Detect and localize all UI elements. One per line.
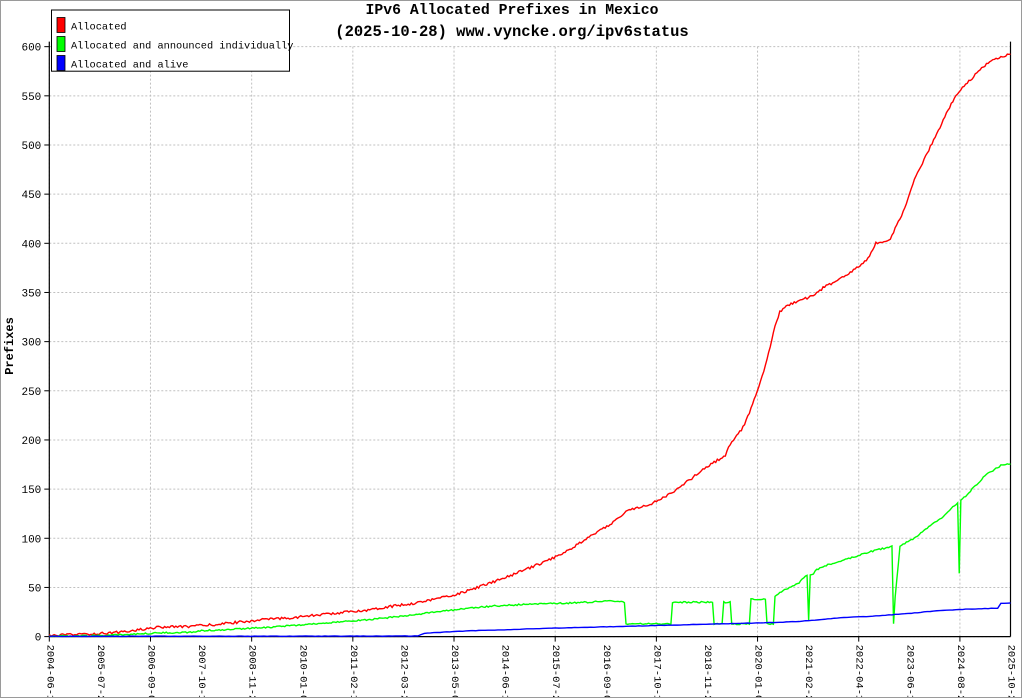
svg-text:2011-02-11: 2011-02-11: [347, 645, 359, 698]
svg-text:2006-09-01: 2006-09-01: [144, 645, 156, 698]
svg-text:2013-05-03: 2013-05-03: [448, 645, 460, 698]
svg-text:2007-10-12: 2007-10-12: [195, 645, 207, 698]
svg-text:2015-07-25: 2015-07-25: [549, 645, 561, 698]
svg-text:2018-11-26: 2018-11-26: [701, 645, 713, 698]
svg-text:500: 500: [21, 141, 41, 153]
svg-text:0: 0: [35, 633, 42, 645]
svg-text:2023-06-13: 2023-06-13: [903, 645, 915, 698]
svg-text:2010-01-01: 2010-01-01: [296, 645, 308, 698]
svg-text:2014-06-14: 2014-06-14: [499, 645, 511, 698]
svg-text:2012-03-23: 2012-03-23: [397, 645, 409, 698]
svg-text:Prefixes: Prefixes: [3, 317, 17, 375]
svg-text:300: 300: [21, 338, 41, 350]
svg-text:600: 600: [21, 43, 41, 55]
svg-text:150: 150: [21, 485, 41, 497]
svg-text:2020-01-06: 2020-01-06: [752, 645, 764, 698]
svg-text:Allocated: Allocated: [71, 22, 127, 34]
svg-text:Allocated and announced indivi: Allocated and announced individually: [71, 41, 293, 53]
svg-text:2017-10-16: 2017-10-16: [650, 645, 662, 698]
svg-text:200: 200: [21, 436, 41, 448]
svg-text:Allocated and alive: Allocated and alive: [71, 60, 188, 72]
svg-text:2016-09-05: 2016-09-05: [600, 645, 612, 698]
svg-text:2022-04-15: 2022-04-15: [853, 645, 865, 698]
svg-text:2004-06-11: 2004-06-11: [43, 645, 55, 698]
svg-text:350: 350: [21, 288, 41, 300]
svg-text:2005-07-22: 2005-07-22: [94, 645, 106, 698]
svg-text:2021-02-27: 2021-02-27: [802, 645, 814, 698]
svg-text:550: 550: [21, 92, 41, 104]
svg-text:400: 400: [21, 239, 41, 251]
svg-text:2024-08-29: 2024-08-29: [954, 645, 966, 698]
svg-text:2025-10-21: 2025-10-21: [1005, 645, 1017, 698]
svg-text:250: 250: [21, 387, 41, 399]
svg-text:100: 100: [21, 534, 41, 546]
svg-text:2008-11-21: 2008-11-21: [246, 645, 258, 698]
svg-text:450: 450: [21, 190, 41, 202]
svg-text:50: 50: [28, 583, 41, 595]
